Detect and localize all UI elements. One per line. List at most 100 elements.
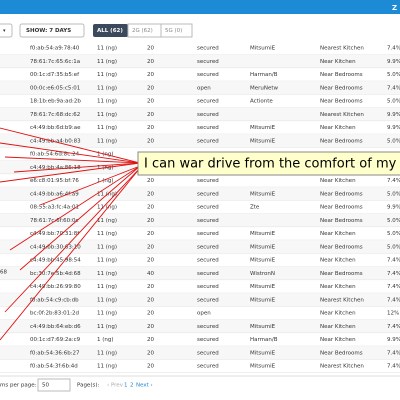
location-cell: Near Kitchen bbox=[320, 284, 356, 290]
width-cell: 20 bbox=[147, 46, 154, 52]
security-cell: secured bbox=[197, 244, 219, 250]
row-band bbox=[0, 319, 400, 333]
security-cell: secured bbox=[197, 271, 219, 277]
row-band bbox=[0, 266, 400, 280]
share-cell: 5.0% bbox=[387, 231, 400, 237]
share-cell: 7.4% bbox=[387, 324, 400, 330]
mac-cell: c4:49:bb:4a:86:18 bbox=[30, 165, 81, 171]
mac-cell: 78:61:7c:6f:60:0c bbox=[30, 218, 79, 224]
location-cell: Nearest Kitchen bbox=[320, 112, 364, 118]
vendor-cell: MitsumiE bbox=[250, 244, 276, 250]
channel-cell: 11 (ng) bbox=[97, 297, 117, 303]
mac-cell: bc:0f:2b:83:01:2d bbox=[30, 311, 79, 317]
vendor-cell: MitsumiE bbox=[250, 258, 276, 264]
security-cell: secured bbox=[197, 59, 219, 65]
width-cell: 20 bbox=[147, 244, 154, 250]
location-cell: Nearest Kitchen bbox=[320, 46, 364, 52]
share-cell: 5.0% bbox=[387, 72, 400, 78]
filter-label: ALL (62) bbox=[97, 28, 123, 34]
location-cell: Near Kitchen bbox=[320, 231, 356, 237]
vendor-cell: Harman/B bbox=[250, 72, 278, 78]
mac-cell: c4:49:bb:64:eb:d6 bbox=[30, 324, 81, 330]
top-bar bbox=[0, 0, 400, 14]
arrows bbox=[0, 127, 141, 341]
share-cell: 5.0% bbox=[387, 191, 400, 197]
share-cell: 9.9% bbox=[387, 337, 400, 343]
channel-cell: 11 (ng) bbox=[97, 112, 117, 118]
channel-cell: 11 (ng) bbox=[97, 85, 117, 91]
channel-cell: 11 (ng) bbox=[97, 125, 117, 131]
share-cell: 9.9% bbox=[387, 125, 400, 131]
security-cell: secured bbox=[197, 191, 219, 197]
share-cell: 7.4% bbox=[387, 178, 400, 184]
width-cell: 20 bbox=[147, 205, 154, 211]
per-page-input[interactable] bbox=[37, 378, 71, 392]
share-cell: 7.4% bbox=[387, 46, 400, 52]
show-label: SHOW: 7 DAYS bbox=[26, 28, 71, 34]
width-cell: 40 bbox=[147, 271, 154, 277]
next-link[interactable]: Next › bbox=[136, 383, 153, 389]
channel-cell: 11 (ng) bbox=[97, 350, 117, 356]
filter-all[interactable] bbox=[93, 24, 128, 37]
row-band bbox=[0, 134, 400, 148]
width-cell: 20 bbox=[147, 284, 154, 290]
security-cell: open bbox=[197, 85, 211, 91]
mac-cell: bc:30:7e:5b:4d:68 bbox=[30, 271, 81, 277]
vendor-cell: MitsumiE bbox=[250, 191, 276, 197]
location-cell: Near Bedrooms bbox=[320, 191, 363, 197]
mac-cell: c4:49:bb:30:63:10 bbox=[30, 244, 81, 250]
vendor-cell: MitsumiE bbox=[250, 46, 276, 52]
location-cell: Near Kitchen bbox=[320, 337, 356, 343]
page-link[interactable]: 2 bbox=[130, 383, 134, 389]
channel-cell: 11 (ng) bbox=[97, 205, 117, 211]
width-cell: 20 bbox=[147, 350, 154, 356]
prev-link[interactable]: ‹ Prev bbox=[107, 383, 124, 389]
width-cell: 20 bbox=[147, 297, 154, 303]
security-cell: open bbox=[197, 311, 211, 317]
mac-cell: c4:49:bb:a6:4f:a9 bbox=[30, 191, 79, 197]
share-cell: 9.9% bbox=[387, 59, 400, 65]
location-cell: Near Kitchen bbox=[320, 324, 356, 330]
filter-5g[interactable] bbox=[160, 23, 193, 38]
vendor-cell: MitsumiE bbox=[250, 125, 276, 131]
security-cell: secured bbox=[197, 324, 219, 330]
security-cell: secured bbox=[197, 99, 219, 105]
channel-cell: 11 (ng) bbox=[97, 324, 117, 330]
security-cell: secured bbox=[197, 258, 219, 264]
width-cell: 20 bbox=[147, 138, 154, 144]
security-cell: secured bbox=[197, 231, 219, 237]
share-cell: 5.0% bbox=[387, 244, 400, 250]
vendor-cell: MeruNetw bbox=[250, 85, 279, 91]
mac-cell: 08:55:a3:fc:4a:01 bbox=[30, 205, 79, 211]
location-cell: Near Bedrooms bbox=[320, 85, 363, 91]
mac-cell: f0:ab:54:a9:78:40 bbox=[30, 46, 80, 52]
location-cell: Near Bedrooms bbox=[320, 99, 363, 105]
mac-cell: 00:1c:d7:35:b5:ef bbox=[30, 72, 80, 78]
show-button[interactable] bbox=[19, 23, 85, 38]
vendor-cell: MitsumiE bbox=[250, 231, 276, 237]
location-cell: Near Kitchen bbox=[320, 311, 356, 317]
per-page-label: ms per page: bbox=[0, 383, 37, 389]
channel-cell: 11 (ng) bbox=[97, 59, 117, 65]
filter-label: 5G (0) bbox=[165, 28, 182, 34]
security-cell: secured bbox=[197, 337, 219, 343]
mac-cell: 18:1b:eb:9a:ad:2b bbox=[30, 99, 81, 105]
row-band bbox=[0, 81, 400, 95]
location-cell: Near Kitchen bbox=[320, 258, 356, 264]
width-cell: 20 bbox=[147, 85, 154, 91]
channel-cell: 11 (ng) bbox=[97, 72, 117, 78]
corner-logo: Z bbox=[392, 4, 397, 12]
vendor-cell: MitsumiE bbox=[250, 138, 276, 144]
vendor-cell: MitsumiE bbox=[250, 350, 276, 356]
security-cell: secured bbox=[197, 350, 219, 356]
location-cell: Near Kitchen bbox=[320, 178, 356, 184]
width-cell: 20 bbox=[147, 125, 154, 131]
dropdown[interactable] bbox=[0, 23, 13, 38]
mac-cell: c4:49:bb:70:31:8f bbox=[30, 231, 80, 237]
mac-cell: 78:61:7c:68:dc:62 bbox=[30, 112, 80, 118]
width-cell: 20 bbox=[147, 337, 154, 343]
page-link[interactable]: 1 bbox=[124, 383, 128, 389]
row-band bbox=[0, 107, 400, 121]
mac-cell: e6:c8:01:95:bf:76 bbox=[30, 178, 79, 184]
